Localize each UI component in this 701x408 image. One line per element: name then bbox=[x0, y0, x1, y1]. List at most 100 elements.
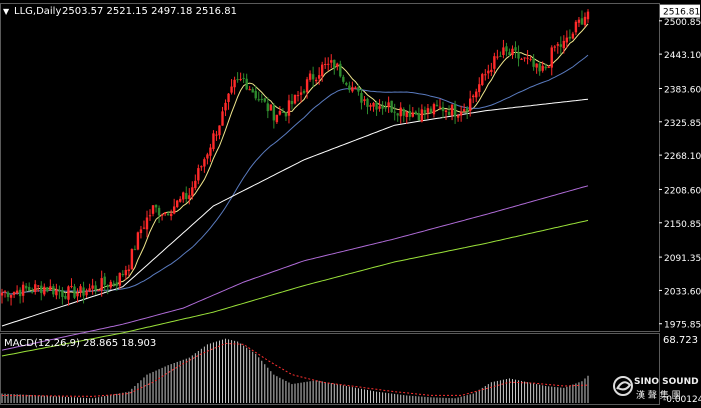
candle-body bbox=[468, 98, 472, 112]
candle-body bbox=[577, 19, 581, 23]
candle-body bbox=[568, 36, 572, 39]
candle-body bbox=[281, 111, 285, 113]
candle-body bbox=[218, 125, 221, 136]
candle-body bbox=[124, 270, 128, 276]
candle-body bbox=[423, 110, 427, 113]
candle-body bbox=[169, 213, 173, 217]
candle-body bbox=[408, 111, 411, 117]
price-tick-label: 2091.35 bbox=[664, 254, 701, 264]
candle-body bbox=[302, 91, 306, 93]
candle-body bbox=[330, 60, 333, 63]
candle-body bbox=[363, 99, 366, 102]
candle-body bbox=[339, 63, 342, 77]
candle-body bbox=[85, 291, 88, 296]
candle-body bbox=[52, 286, 55, 295]
candle-body bbox=[505, 46, 508, 52]
candle-body bbox=[444, 110, 448, 113]
candle-body bbox=[239, 78, 242, 80]
candle-body bbox=[465, 108, 469, 112]
candle-body bbox=[127, 269, 131, 272]
candle-body bbox=[414, 111, 418, 115]
price-tick-label: 1975.85 bbox=[664, 321, 701, 331]
logo-swirl-icon bbox=[616, 381, 632, 391]
candle-body bbox=[453, 104, 457, 117]
main-panel-frame bbox=[0, 3, 660, 332]
candle-body bbox=[166, 213, 170, 216]
candle-body bbox=[275, 114, 279, 123]
logo-subtitle-text: 漢 聲 集 團 bbox=[636, 389, 681, 401]
candle-body bbox=[15, 290, 19, 293]
candle-body bbox=[381, 105, 384, 109]
candle-body bbox=[336, 63, 339, 67]
candle-body bbox=[27, 287, 31, 291]
candle-body bbox=[547, 66, 550, 68]
candle-body bbox=[215, 134, 218, 136]
price-axis: 2500.85 2443.10 2383.60 2325.85 2268.10 2208.… bbox=[659, 4, 701, 331]
candle-body bbox=[185, 193, 188, 199]
candle-body bbox=[103, 276, 106, 285]
candle-body bbox=[236, 79, 239, 81]
candle-body bbox=[151, 205, 155, 214]
candle-body bbox=[179, 198, 182, 202]
price-tick-label: 2443.10 bbox=[664, 51, 701, 61]
candle-body bbox=[266, 103, 270, 112]
candle-body bbox=[248, 89, 251, 91]
candlesticks bbox=[0, 9, 590, 306]
candle-body bbox=[562, 40, 566, 49]
candle-body bbox=[194, 180, 197, 189]
candle-body bbox=[160, 214, 164, 216]
candle-body bbox=[233, 79, 236, 88]
candle-body bbox=[55, 289, 58, 296]
candle-body bbox=[148, 215, 152, 217]
candle-body bbox=[586, 11, 590, 20]
candle-body bbox=[396, 113, 399, 116]
candle-body bbox=[324, 64, 327, 66]
candle-body bbox=[24, 285, 28, 289]
symbol-label: LLG,Daily bbox=[14, 6, 61, 17]
candle-body bbox=[472, 95, 475, 98]
macd-axis-bottom: -0.00124 bbox=[663, 395, 701, 405]
candle-body bbox=[311, 74, 315, 80]
ma-green bbox=[1, 219, 589, 357]
candle-body bbox=[34, 284, 37, 292]
candle-body bbox=[490, 69, 493, 72]
price-tick-label: 2033.60 bbox=[664, 287, 701, 297]
candle-body bbox=[154, 204, 158, 208]
price-tick-label: 2208.60 bbox=[664, 186, 701, 196]
candle-body bbox=[287, 100, 291, 116]
candle-body bbox=[224, 102, 227, 111]
candle-body bbox=[296, 95, 300, 97]
price-tick-label: 2268.10 bbox=[664, 152, 701, 162]
candle-body bbox=[399, 107, 402, 117]
candle-body bbox=[263, 98, 266, 102]
candle-body bbox=[429, 108, 433, 113]
price-tick-label: 2325.85 bbox=[664, 119, 701, 129]
ohlc-readout: 2503.57 2521.15 2497.18 2516.81 bbox=[62, 6, 237, 17]
candle-body bbox=[544, 66, 547, 69]
dropdown-arrow-icon[interactable]: ▼ bbox=[3, 7, 10, 16]
candle-body bbox=[284, 112, 288, 117]
candle-body bbox=[517, 52, 520, 59]
candle-body bbox=[64, 295, 67, 299]
candle-body bbox=[553, 46, 556, 48]
candle-body bbox=[269, 104, 273, 111]
candle-body bbox=[206, 154, 209, 159]
candle-body bbox=[290, 101, 294, 105]
candle-body bbox=[67, 286, 70, 300]
candle-body bbox=[209, 147, 212, 156]
candle-body bbox=[333, 59, 336, 69]
candle-body bbox=[481, 74, 484, 85]
candle-body bbox=[369, 105, 372, 107]
candle-body bbox=[438, 106, 442, 108]
candle-body bbox=[450, 104, 454, 116]
candle-body bbox=[317, 75, 321, 79]
candle-body bbox=[308, 73, 312, 80]
candle-body bbox=[493, 56, 496, 69]
candle-body bbox=[31, 291, 34, 293]
macd-label: MACD(12,26,9) 28.865 18.903 bbox=[4, 338, 156, 349]
candle-body bbox=[571, 33, 575, 39]
candle-body bbox=[188, 195, 191, 199]
candle-body bbox=[106, 284, 109, 287]
candle-body bbox=[393, 111, 396, 113]
